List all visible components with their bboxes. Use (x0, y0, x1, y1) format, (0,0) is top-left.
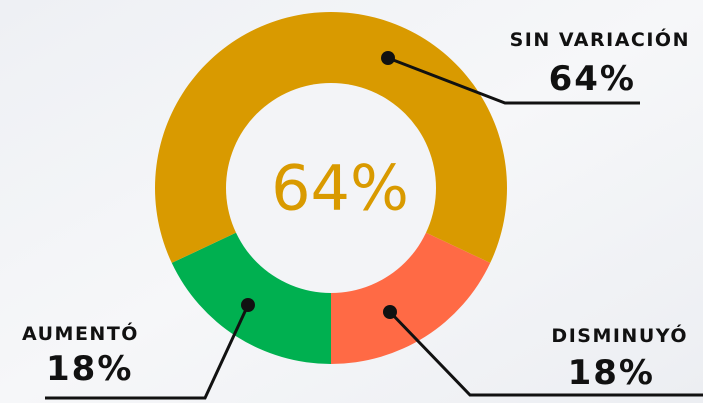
leader-dot (383, 305, 397, 319)
value-label: 18% (568, 353, 655, 393)
center-label: 64% (271, 152, 409, 225)
category-label: AUMENTÓ (22, 321, 139, 345)
donut (155, 12, 508, 364)
slice (331, 232, 491, 364)
value-label: 64% (549, 59, 636, 99)
leader-line (387, 56, 640, 105)
category-label: DISMINUYÓ (551, 323, 688, 347)
leader-dot (241, 298, 255, 312)
leader-dots (241, 51, 397, 319)
leader-dot (381, 51, 395, 65)
leader-lines (45, 56, 703, 400)
slice (155, 12, 508, 263)
slice (171, 232, 331, 364)
leader-line (388, 310, 703, 397)
category-label: SIN VARIACIÓN (510, 27, 690, 51)
donut-hole (226, 83, 436, 293)
value-label: 18% (46, 349, 133, 389)
leader-line (45, 304, 250, 400)
